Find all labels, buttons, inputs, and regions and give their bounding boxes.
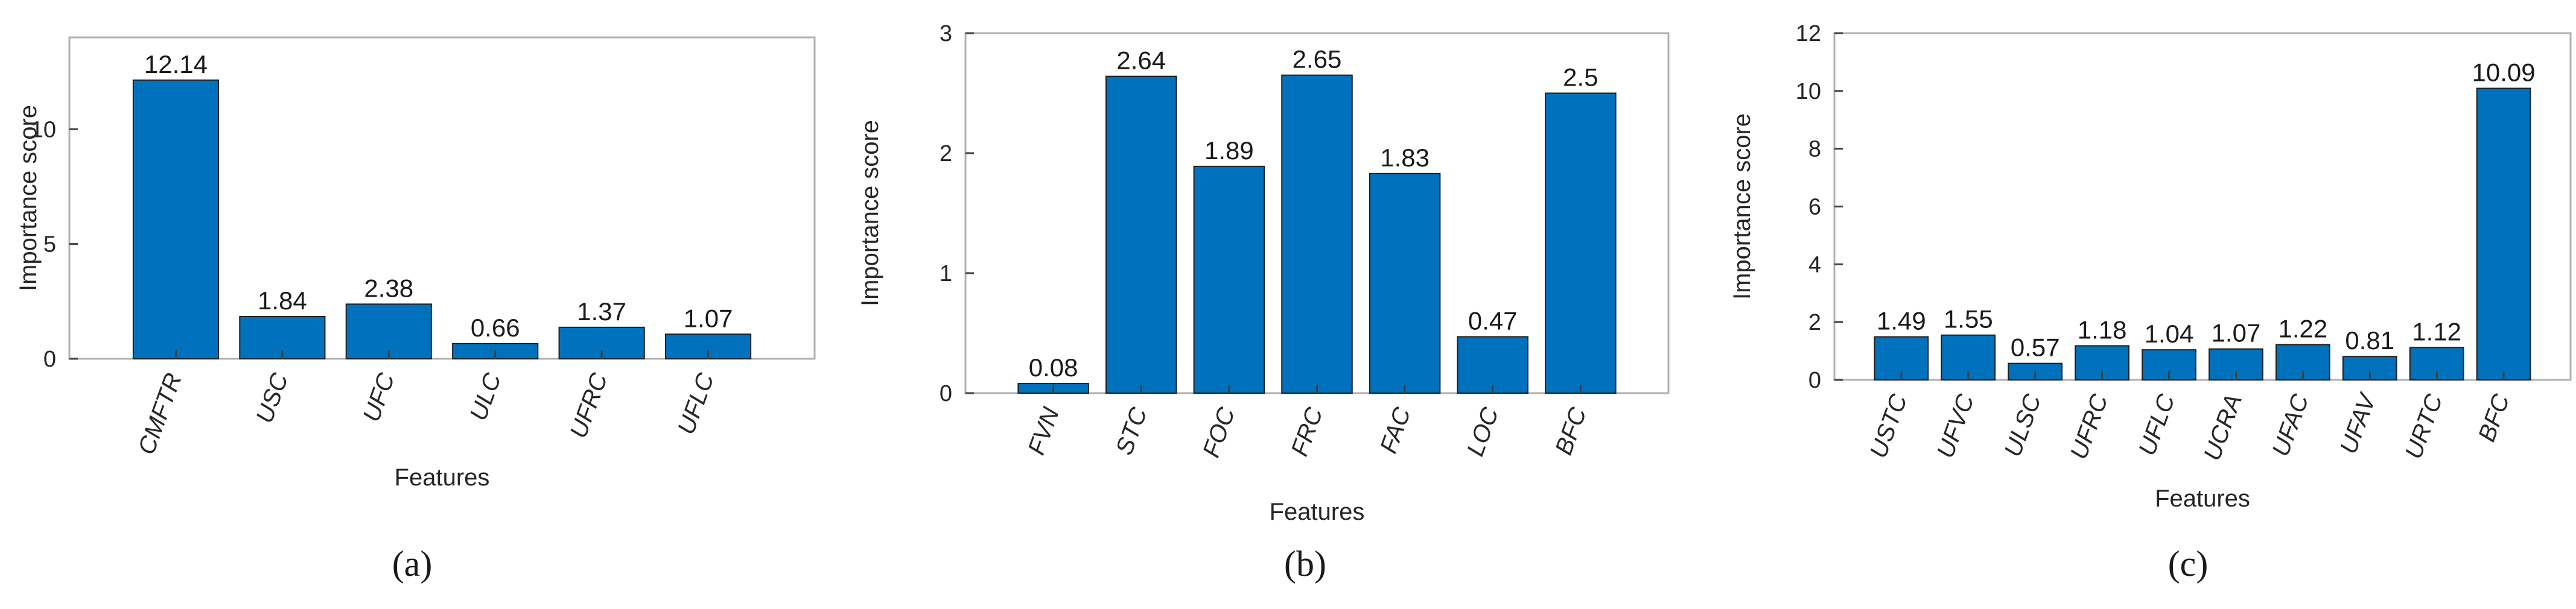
bar-data-label: 1.07 (684, 304, 733, 332)
bar (345, 303, 432, 360)
bar (1369, 172, 1441, 394)
bar-data-label: 2.64 (1116, 46, 1166, 75)
y-tick-label: 1 (940, 261, 952, 286)
plot-area-frame (68, 36, 816, 360)
y-tick-label: 2 (1808, 310, 1821, 335)
x-axis-title: Features (1270, 499, 1365, 525)
bar-data-label: 1.18 (2078, 315, 2127, 344)
bar (1193, 165, 1265, 394)
y-axis-title: Importance score (15, 105, 42, 291)
bar (1941, 334, 1996, 381)
bar-data-label: 1.49 (1877, 307, 1926, 335)
bar-data-label: 1.55 (1944, 305, 1993, 333)
bar-data-label: 1.04 (2145, 320, 2194, 348)
bar (1545, 92, 1617, 394)
bar-data-label: 0.57 (2011, 333, 2060, 362)
y-tick-label: 0 (43, 347, 56, 372)
bar-data-label: 10.09 (2472, 58, 2536, 87)
y-tick-label: 12 (1796, 21, 1821, 46)
y-tick-label: 3 (940, 21, 952, 46)
y-axis-title: Importance score (857, 120, 883, 306)
bar-data-label: 0.08 (1029, 353, 1078, 382)
y-tick-label: 4 (1808, 252, 1821, 277)
y-tick-label: 2 (940, 141, 952, 166)
bar-data-label: 12.14 (144, 50, 208, 78)
bar-data-label: 1.84 (258, 286, 307, 315)
bar-data-label: 0.47 (1468, 306, 1518, 335)
bar-data-label: 2.5 (1563, 63, 1598, 92)
x-axis-title: Features (2155, 485, 2250, 512)
bar-data-label: 1.83 (1380, 144, 1430, 172)
y-tick-label: 0 (940, 381, 952, 406)
bar-data-label: 1.37 (577, 297, 626, 326)
x-axis-title: Features (395, 464, 490, 491)
bar-data-label: 0.66 (471, 314, 520, 342)
y-tick-label: 0 (1808, 368, 1821, 393)
bar-data-label: 1.89 (1204, 136, 1254, 165)
bar-data-label: 1.12 (2412, 317, 2461, 346)
bar (1457, 336, 1528, 394)
y-tick-label: 10 (31, 117, 56, 142)
bar-data-label: 1.07 (2212, 319, 2261, 347)
bar (132, 79, 219, 359)
y-axis-title: Importance score (1729, 113, 1755, 300)
y-tick-label: 5 (43, 232, 56, 257)
bar (1105, 75, 1177, 394)
bar-data-label: 0.81 (2345, 326, 2394, 355)
y-tick-label: 6 (1808, 195, 1821, 220)
panel-label: (a) (392, 544, 433, 584)
y-tick-label: 10 (1796, 79, 1821, 104)
bar-data-label: 1.22 (2278, 315, 2327, 343)
y-tick-label: 8 (1808, 137, 1821, 162)
bar-data-label: 2.65 (1293, 45, 1342, 74)
bar (1281, 74, 1353, 394)
bar (2476, 87, 2531, 380)
bar-data-label: 2.38 (364, 274, 413, 302)
panel-label: (b) (1284, 544, 1326, 584)
panel-label: (c) (2168, 544, 2209, 584)
